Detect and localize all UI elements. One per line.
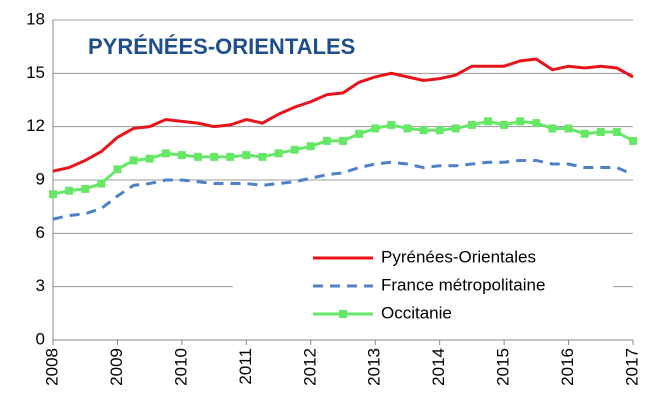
point-marker (484, 117, 492, 126)
legend-label: Pyrénées-Orientales (381, 247, 536, 266)
x-tick-label: 2011 (236, 348, 255, 385)
point-marker (226, 152, 235, 161)
point-marker (580, 129, 589, 138)
series-line (52, 158, 634, 221)
point-marker (564, 124, 573, 133)
x-tick-label: 2010 (171, 348, 190, 386)
point-marker (290, 145, 299, 154)
point-marker (419, 126, 428, 135)
point-marker (596, 128, 605, 136)
x-tick-label: 2013 (365, 348, 384, 386)
point-marker (371, 124, 380, 133)
point-marker (532, 119, 541, 128)
legend-marker (339, 310, 347, 318)
point-marker (435, 126, 444, 135)
legend-box (233, 244, 613, 330)
point-marker (242, 151, 251, 160)
point-marker (49, 190, 57, 199)
x-tick-label: 2008 (42, 348, 61, 386)
x-tick-label: 2017 (622, 348, 641, 386)
point-marker (548, 124, 557, 133)
legend: Pyrénées-Orientales France métropolitaine… (233, 244, 613, 330)
x-tick-label: 2014 (429, 348, 448, 386)
x-tick-label: 2016 (558, 348, 577, 386)
point-marker (194, 152, 202, 161)
y-tick-label: 0 (36, 329, 45, 348)
x-tick-label: 2009 (107, 348, 126, 386)
point-marker (339, 136, 347, 145)
point-marker (274, 149, 283, 158)
point-marker (306, 142, 315, 151)
point-marker (65, 186, 74, 195)
y-tick-label: 9 (36, 169, 45, 188)
point-marker (355, 129, 364, 138)
series-line (52, 57, 634, 173)
point-marker (81, 184, 90, 193)
point-marker (467, 120, 476, 129)
point-marker (161, 149, 170, 158)
chart-title: PYRÉNÉES-ORIENTALES (88, 34, 355, 59)
point-marker (210, 152, 219, 161)
point-marker (129, 156, 138, 165)
point-marker (403, 124, 412, 133)
y-tick-label: 18 (26, 9, 45, 28)
x-tick-label: 2012 (300, 348, 319, 386)
point-marker (387, 120, 396, 129)
y-tick-label: 15 (26, 63, 45, 82)
point-marker (322, 136, 331, 145)
point-marker (500, 120, 509, 129)
y-tick-label: 6 (36, 223, 45, 242)
point-marker (612, 128, 621, 136)
x-tick-label: 2015 (494, 348, 513, 386)
point-marker (451, 124, 460, 133)
series-line (52, 119, 634, 196)
point-marker (258, 152, 267, 161)
point-marker (97, 179, 106, 188)
point-marker (516, 117, 525, 126)
legend-label: Occitanie (381, 303, 452, 322)
legend-label: France métropolitaine (381, 275, 545, 294)
point-marker (177, 151, 186, 160)
point-marker (113, 165, 122, 174)
point-marker (145, 154, 154, 163)
point-marker (629, 136, 637, 145)
y-tick-label: 12 (26, 116, 45, 135)
y-tick-label: 3 (36, 276, 45, 295)
